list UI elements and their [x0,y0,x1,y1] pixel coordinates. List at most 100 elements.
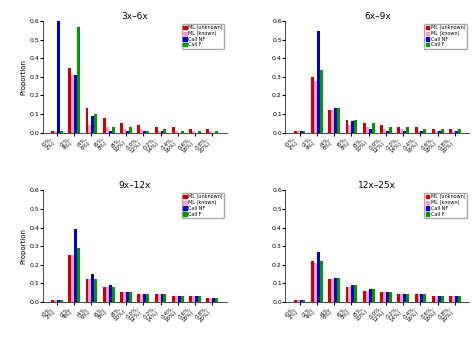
Legend: ML (unknown), ML (known), Call NF, Call F: ML (unknown), ML (known), Call NF, Call … [182,24,224,49]
Bar [400,294,403,302]
Bar [389,293,392,302]
Bar [302,300,305,302]
Bar [314,81,317,132]
Bar [192,296,195,302]
Bar [449,129,452,132]
Bar [449,296,452,302]
Bar [161,294,164,302]
Bar [146,131,149,132]
Bar [452,131,455,132]
Bar [143,294,146,302]
Bar [389,127,392,132]
Bar [397,127,400,132]
Bar [106,287,109,302]
Bar [215,131,218,132]
Bar [140,294,143,302]
Bar [112,127,115,132]
Bar [403,294,406,302]
Bar [438,131,441,132]
Bar [109,131,112,132]
Bar [215,298,218,302]
Bar [297,131,300,132]
Bar [77,27,80,132]
Bar [458,296,461,302]
Bar [172,127,175,132]
Bar [68,255,71,302]
Bar [85,279,89,302]
Bar [406,294,409,302]
Bar [372,289,374,302]
Bar [71,75,74,132]
Bar [441,296,444,302]
Bar [157,294,161,302]
Bar [320,261,323,302]
Bar [181,131,183,132]
Bar [91,116,94,132]
Bar [57,0,60,132]
Bar [334,278,337,302]
Bar [137,125,140,132]
Bar [415,294,418,302]
Bar [346,120,348,132]
Bar [355,120,357,132]
Bar [351,121,355,132]
Bar [423,129,427,132]
Bar [51,300,54,302]
Bar [181,296,183,302]
Bar [331,279,334,302]
Bar [212,298,215,302]
Bar [452,296,455,302]
Bar [406,127,409,132]
Bar [418,294,420,302]
Bar [143,131,146,132]
Bar [331,110,334,132]
Title: 9x–12x: 9x–12x [118,181,151,190]
Y-axis label: Proportion: Proportion [20,59,27,95]
Bar [348,287,351,302]
Bar [441,129,444,132]
Bar [328,110,331,132]
Bar [175,296,178,302]
Bar [423,294,427,302]
Bar [195,296,198,302]
Bar [126,293,129,302]
Bar [137,294,140,302]
Bar [438,296,441,302]
Bar [77,248,80,302]
Bar [89,125,91,132]
Bar [455,131,458,132]
Bar [369,129,372,132]
Bar [337,278,340,302]
Bar [432,129,435,132]
Bar [157,131,161,132]
Bar [123,129,126,132]
Bar [175,131,178,132]
Bar [372,123,374,132]
Bar [300,300,302,302]
Bar [155,127,157,132]
Bar [129,127,132,132]
Bar [155,294,157,302]
Bar [126,131,129,132]
Bar [383,293,386,302]
Bar [366,291,369,302]
Bar [317,252,320,302]
Legend: ML (unknown), ML (known), Call NF, Call F: ML (unknown), ML (known), Call NF, Call … [182,193,224,218]
Bar [420,294,423,302]
Bar [380,125,383,132]
Bar [103,287,106,302]
Bar [192,131,195,132]
Bar [94,114,97,132]
Title: 12x–25x: 12x–25x [358,181,396,190]
Bar [164,129,166,132]
Bar [207,298,210,302]
Bar [57,300,60,302]
Bar [74,229,77,302]
Bar [103,118,106,132]
Bar [189,296,192,302]
Bar [311,261,314,302]
Bar [386,131,389,132]
Bar [51,131,54,132]
Bar [380,293,383,302]
Bar [54,131,57,132]
